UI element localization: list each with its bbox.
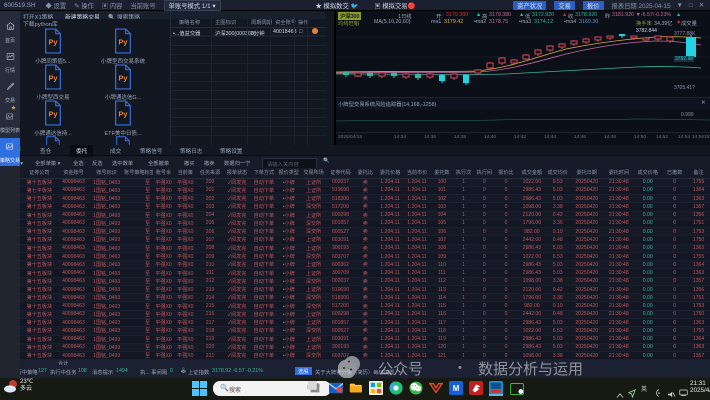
- svg-text:Py: Py: [119, 74, 129, 83]
- svg-text:3782.844: 3782.844: [636, 28, 657, 34]
- svg-text:M: M: [453, 384, 460, 393]
- svg-text:Py: Py: [119, 38, 129, 47]
- svg-text:Py: Py: [119, 110, 129, 119]
- svg-text:Py: Py: [49, 38, 59, 47]
- svg-text:Py: Py: [49, 74, 59, 83]
- svg-text:Py: Py: [49, 110, 59, 119]
